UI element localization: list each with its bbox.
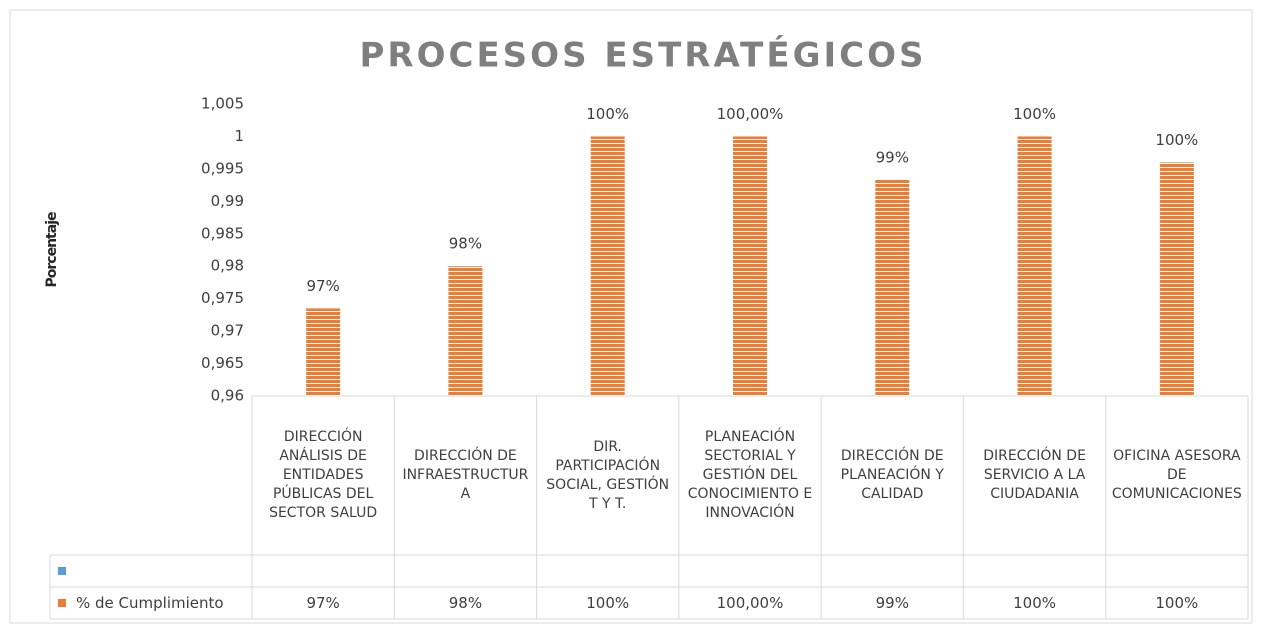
table-value: 100%: [586, 593, 630, 612]
data-label: 97%: [306, 277, 339, 295]
y-tick-label: 0,985: [201, 224, 244, 242]
table-value: 97%: [306, 593, 340, 612]
y-tick-label: 0,99: [211, 192, 244, 210]
table-value: 100%: [1155, 593, 1199, 612]
y-tick-label: 0,965: [201, 354, 244, 372]
y-tick-label: 0,98: [211, 257, 244, 275]
x-tick-label: DIRECCIÓN DE SERVICIO A LA CIUDADANIA: [983, 448, 1086, 502]
y-tick-label: 0,995: [201, 159, 244, 177]
legend-key: [58, 567, 66, 575]
x-tick-label: DIR. PARTICIPACIÓN SOCIAL, GESTIÓN T Y T…: [546, 438, 670, 512]
bar: [733, 136, 767, 396]
data-label: 99%: [876, 148, 909, 166]
legend-key: [58, 599, 66, 607]
y-tick-label: 1,005: [201, 95, 244, 113]
legend-label: % de Cumplimiento: [76, 593, 224, 612]
bar: [448, 266, 483, 396]
y-tick-label: 0,975: [201, 289, 244, 307]
bar: [590, 136, 625, 396]
chart-title: PROCESOS ESTRATÉGICOS: [360, 35, 927, 76]
data-label: 100%: [586, 105, 629, 123]
y-tick-label: 0,97: [211, 322, 244, 340]
bar: [1017, 136, 1052, 396]
bar: [1159, 162, 1194, 396]
x-tick-label: DIRECCIÓN ANÁLISIS DE ENTIDADES PÚBLICAS…: [269, 429, 378, 521]
x-tick-label: DIRECCIÓN DE INFRAESTRUCTURA: [402, 448, 529, 502]
y-axis-label: Porcentaje: [44, 212, 60, 287]
x-tick-label: DIRECCIÓN DE PLANEACIÓN Y CALIDAD: [840, 448, 944, 502]
bar: [306, 308, 341, 396]
data-label: 100%: [1013, 105, 1056, 123]
table-value: 100,00%: [716, 593, 784, 612]
table-value: 100%: [1013, 593, 1056, 612]
data-label: 98%: [449, 235, 482, 253]
x-tick-label: PLANEACIÓN SECTORIAL Y GESTIÓN DEL CONOC…: [687, 429, 813, 521]
data-label: 100,00%: [717, 105, 784, 123]
bar: [875, 179, 910, 396]
x-tick-label: OFICINA ASESORA DE COMUNICACIONES: [1111, 448, 1242, 502]
data-label: 100%: [1155, 131, 1198, 149]
y-tick-label: 1: [234, 127, 244, 145]
table-value: 98%: [448, 593, 483, 612]
y-tick-label: 0,96: [211, 387, 244, 405]
table-value: 99%: [875, 593, 909, 612]
